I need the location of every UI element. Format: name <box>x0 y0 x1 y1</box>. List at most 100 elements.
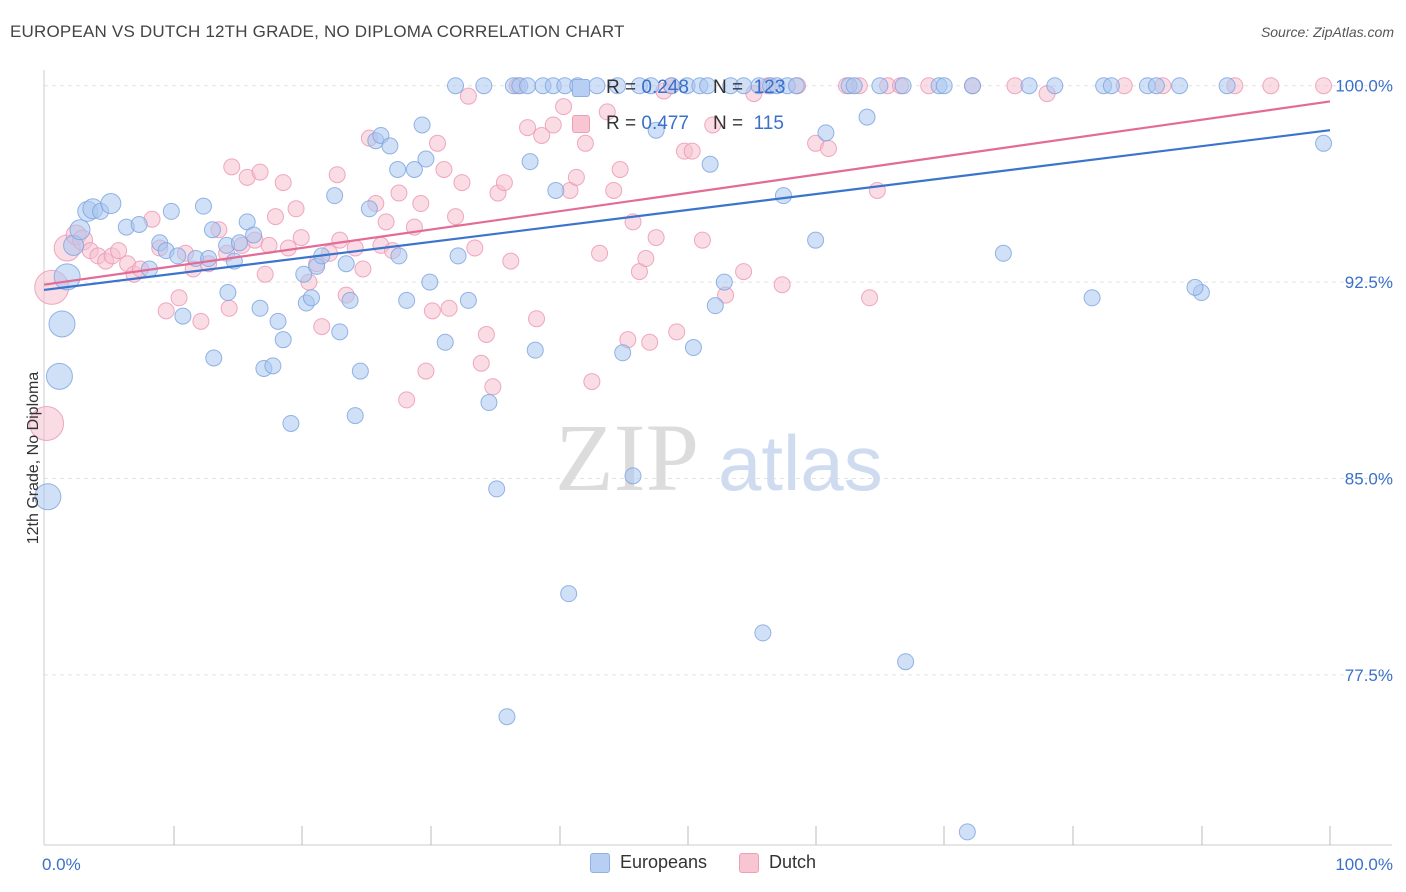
europeans-point <box>219 284 237 302</box>
series-legend: Europeans Dutch <box>0 852 1406 873</box>
dutch-point <box>647 229 665 247</box>
dutch-point <box>377 213 395 231</box>
europeans-point <box>1186 278 1204 296</box>
n-value: 123 <box>753 77 786 98</box>
y-tick-label: 77.5% <box>1345 666 1393 685</box>
dutch-point <box>1315 77 1333 95</box>
dutch-point <box>591 244 609 262</box>
europeans-point <box>130 215 148 233</box>
dutch-point <box>819 140 837 158</box>
dutch-point <box>528 310 546 328</box>
europeans-point <box>498 708 516 726</box>
y-tick-label: 100.0% <box>1335 77 1393 96</box>
stats-row-dutch: R = 0.477 N = 115 <box>572 106 785 142</box>
y-tick-label: 85.0% <box>1345 469 1393 488</box>
europeans-point <box>475 77 493 95</box>
europeans-point <box>169 247 187 265</box>
dutch-point <box>704 116 722 134</box>
europeans-point <box>174 307 192 325</box>
europeans-point <box>269 312 287 330</box>
europeans-point <box>421 273 439 291</box>
europeans-trend-line <box>43 129 1331 292</box>
dutch-point <box>641 333 659 351</box>
europeans-point <box>715 273 733 291</box>
europeans-point <box>436 333 454 351</box>
europeans-point <box>699 77 717 95</box>
europeans-point <box>845 77 863 95</box>
europeans-point <box>45 362 73 390</box>
source-label: Source: ZipAtlas.com <box>1260 24 1394 40</box>
europeans-swatch <box>572 79 590 97</box>
dutch-point <box>583 373 601 391</box>
dutch-point <box>331 231 349 249</box>
europeans-point <box>897 653 915 671</box>
n-label: N = <box>712 113 744 134</box>
europeans-point <box>48 310 76 338</box>
europeans-point <box>326 187 344 205</box>
dutch-legend-swatch <box>739 852 760 873</box>
dutch-point <box>287 200 305 218</box>
europeans-point <box>1083 289 1101 307</box>
europeans-point <box>1218 77 1236 95</box>
europeans-point <box>488 480 506 498</box>
europeans-point <box>609 77 627 95</box>
europeans-point <box>963 77 981 95</box>
stats-legend: R = 0.248 N = 123 R = 0.477 N = 115 <box>572 70 785 142</box>
europeans-point <box>706 297 724 315</box>
europeans-point <box>447 77 465 95</box>
n-value: 115 <box>753 113 784 134</box>
dutch-point <box>502 252 520 270</box>
europeans-point <box>162 202 180 220</box>
dutch-swatch <box>572 115 590 133</box>
dutch-point <box>1006 77 1024 95</box>
dutch-point <box>472 354 490 372</box>
europeans-legend-swatch <box>589 852 610 873</box>
dutch-point <box>292 229 310 247</box>
chart-title: EUROPEAN VS DUTCH 12TH GRADE, NO DIPLOMA… <box>10 22 625 41</box>
dutch-point <box>435 160 453 178</box>
europeans-point <box>34 483 62 511</box>
europeans-point <box>1147 77 1165 95</box>
europeans-point <box>413 116 431 134</box>
europeans-point <box>1020 77 1038 95</box>
europeans-point <box>817 124 835 142</box>
dutch-point <box>266 208 284 226</box>
europeans-point <box>858 108 876 126</box>
dutch-point <box>157 302 175 320</box>
europeans-point <box>302 289 320 307</box>
europeans-point <box>351 362 369 380</box>
dutch-point <box>637 250 655 268</box>
dutch-point <box>683 142 701 160</box>
europeans-point <box>337 255 355 273</box>
europeans-points <box>34 77 1333 841</box>
europeans-point <box>547 181 565 199</box>
dutch-point <box>693 231 711 249</box>
dutch-point <box>477 325 495 343</box>
europeans-point <box>774 187 792 205</box>
europeans-point <box>100 193 122 215</box>
legend-item-europeans[interactable]: Europeans <box>589 852 707 873</box>
europeans-point <box>526 341 544 359</box>
dutch-point <box>274 174 292 192</box>
europeans-point <box>1102 77 1120 95</box>
europeans-point <box>381 137 399 155</box>
europeans-point <box>614 344 632 362</box>
europeans-point <box>264 357 282 375</box>
europeans-point <box>459 291 477 309</box>
r-value: 0.477 <box>641 113 689 134</box>
europeans-point <box>701 155 719 173</box>
europeans-point <box>274 331 292 349</box>
y-tick-label: 92.5% <box>1345 273 1393 292</box>
dutch-point <box>417 362 435 380</box>
dutch-point <box>519 119 537 137</box>
dutch-point <box>533 126 551 144</box>
dutch-point <box>346 239 364 257</box>
europeans-point <box>69 219 91 241</box>
europeans-point <box>203 221 221 239</box>
dutch-point <box>598 103 616 121</box>
r-label: R = <box>606 77 637 98</box>
dutch-point <box>576 134 594 152</box>
europeans-point <box>390 247 408 265</box>
legend-item-dutch[interactable]: Dutch <box>739 852 816 873</box>
dutch-point <box>484 378 502 396</box>
